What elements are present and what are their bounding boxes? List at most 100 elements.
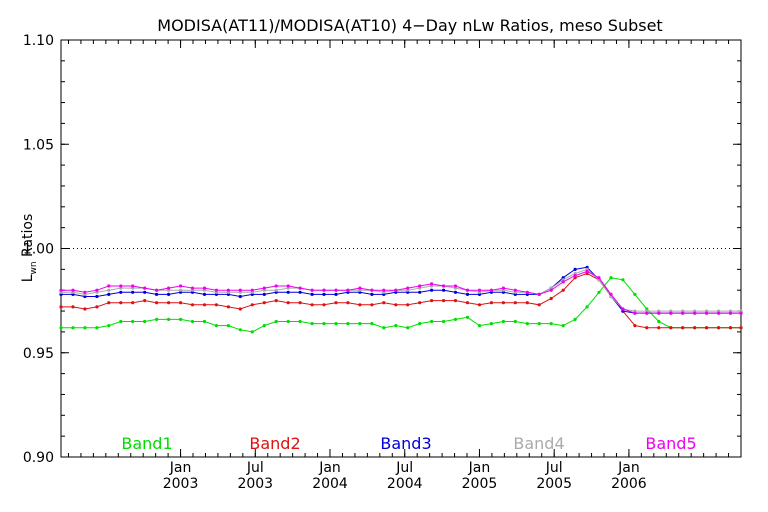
data-point — [442, 284, 446, 288]
data-point — [597, 290, 601, 294]
data-point — [465, 315, 470, 319]
series-band4 — [59, 267, 743, 313]
data-point — [131, 284, 135, 288]
data-point — [549, 296, 553, 301]
data-point — [358, 303, 362, 307]
data-point — [250, 288, 254, 292]
data-point — [286, 301, 290, 305]
data-point — [406, 286, 410, 290]
data-point — [190, 286, 195, 290]
legend-item-band3: Band3 — [380, 434, 431, 453]
series-band5 — [59, 269, 743, 315]
data-point — [155, 292, 159, 296]
data-point — [453, 290, 458, 294]
data-point — [131, 319, 135, 324]
data-point — [693, 326, 697, 330]
data-point — [71, 305, 75, 309]
x-tick-label-month: Jul — [395, 460, 413, 476]
data-point — [310, 292, 314, 296]
data-point — [71, 326, 75, 330]
data-point — [561, 280, 565, 284]
data-point — [250, 330, 254, 334]
chart-title: MODISA(AT11)/MODISA(AT10) 4−Day nLw Rati… — [157, 16, 662, 35]
data-point — [418, 322, 422, 326]
data-point — [322, 292, 326, 296]
data-point — [226, 324, 230, 328]
data-point — [214, 288, 218, 292]
data-point — [585, 305, 589, 309]
data-point — [585, 269, 589, 273]
data-point — [274, 288, 278, 292]
x-tick-label-month: Jan — [318, 460, 341, 476]
series-band1 — [59, 276, 743, 334]
data-point — [537, 303, 541, 307]
data-point — [107, 292, 111, 296]
data-point — [477, 303, 482, 307]
y-tick-label: 1.05 — [23, 137, 54, 153]
data-point — [442, 288, 446, 292]
data-point — [561, 324, 565, 328]
data-point — [693, 311, 697, 315]
data-point — [681, 311, 685, 315]
legend-item-band5: Band5 — [645, 434, 696, 453]
data-point — [645, 326, 649, 330]
data-point — [238, 307, 242, 311]
data-point — [370, 288, 374, 292]
data-point — [202, 319, 207, 324]
data-point — [202, 292, 207, 296]
data-point — [442, 299, 446, 303]
y-axis-label: Lwn Ratios — [20, 214, 39, 283]
data-point — [621, 278, 625, 282]
data-point — [131, 301, 135, 305]
data-point — [107, 288, 111, 292]
data-point — [549, 322, 553, 326]
data-point — [705, 311, 709, 315]
data-point — [322, 303, 326, 307]
data-point — [418, 301, 422, 305]
data-point — [262, 292, 266, 296]
data-point — [334, 301, 338, 305]
data-point — [394, 288, 398, 292]
data-point — [561, 288, 565, 292]
data-point — [119, 290, 123, 294]
x-tick-label-year: 2006 — [611, 476, 647, 492]
data-point — [597, 276, 601, 280]
data-point — [430, 299, 434, 303]
data-point — [262, 324, 266, 328]
data-point — [573, 274, 577, 278]
data-point — [238, 288, 242, 292]
data-point — [370, 303, 374, 307]
data-point — [190, 319, 195, 324]
data-point — [310, 288, 314, 292]
data-point — [95, 305, 99, 309]
x-tick-label-month: Jan — [169, 460, 192, 476]
data-point — [453, 299, 458, 303]
data-point — [95, 326, 99, 330]
data-point — [633, 292, 637, 296]
data-point — [262, 301, 266, 305]
data-point — [501, 286, 505, 290]
data-point — [334, 288, 338, 292]
data-point — [334, 292, 338, 296]
data-point — [59, 288, 63, 292]
data-point — [657, 311, 661, 315]
legend-item-band1: Band1 — [121, 434, 172, 453]
y-tick-label: 0.95 — [23, 346, 54, 362]
data-point — [513, 288, 517, 292]
data-point — [382, 326, 386, 330]
y-tick-label: 0.90 — [23, 450, 54, 466]
data-point — [310, 322, 314, 326]
data-point — [573, 267, 577, 271]
data-point — [681, 326, 685, 330]
data-point — [298, 290, 302, 294]
x-tick-label-month: Jan — [468, 460, 491, 476]
data-point — [71, 288, 75, 292]
data-point — [394, 324, 398, 328]
data-point — [214, 303, 218, 307]
data-point — [119, 284, 123, 288]
data-point — [537, 292, 541, 296]
data-point — [739, 311, 743, 315]
data-point — [274, 284, 278, 288]
data-point — [609, 292, 613, 296]
data-point — [621, 307, 625, 311]
